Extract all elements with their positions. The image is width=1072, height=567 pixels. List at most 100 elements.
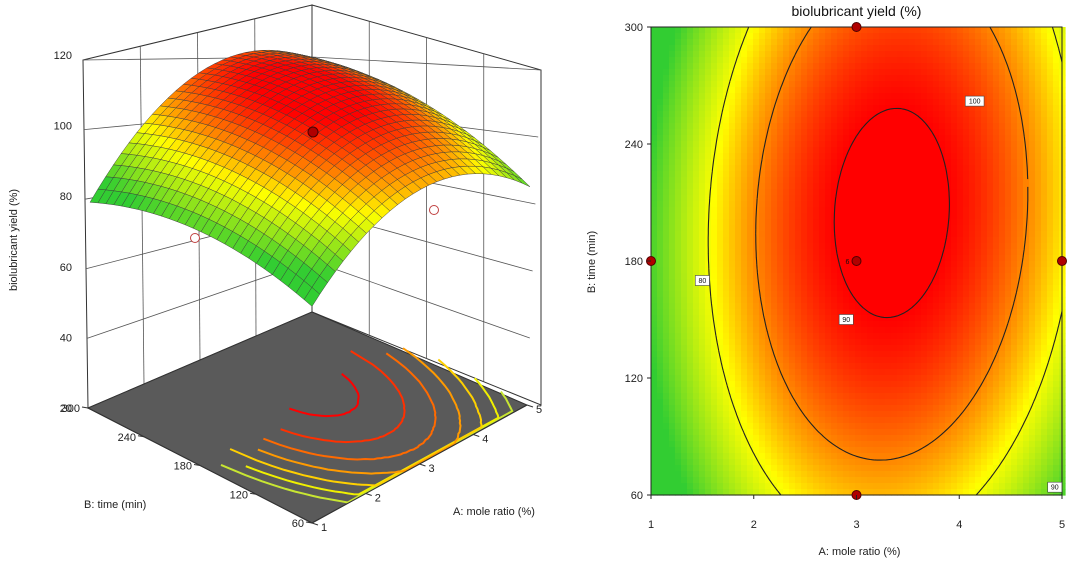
heat-cell [669, 477, 676, 484]
heat-cell [867, 87, 874, 94]
heat-cell [831, 345, 838, 352]
heat-cell [831, 315, 838, 322]
heat-cell [657, 411, 664, 418]
heat-cell [777, 165, 784, 172]
heat-cell [747, 219, 754, 226]
heat-cell [927, 351, 934, 358]
heat-cell [741, 189, 748, 196]
heat-cell [657, 243, 664, 250]
heat-cell [885, 27, 892, 34]
heat-cell [795, 153, 802, 160]
heat-cell [879, 465, 886, 472]
heat-cell [879, 279, 886, 286]
heat-cell [783, 165, 790, 172]
heat-cell [705, 105, 712, 112]
heat-cell [669, 285, 676, 292]
heat-cell [663, 459, 670, 466]
heat-cell [933, 351, 940, 358]
heat-cell [759, 411, 766, 418]
heat-cell [885, 447, 892, 454]
heat-cell [825, 255, 832, 262]
heat-cell [783, 315, 790, 322]
heat-cell [675, 375, 682, 382]
heat-cell [735, 441, 742, 448]
heat-cell [897, 405, 904, 412]
heat-cell [735, 327, 742, 334]
heat-cell [741, 105, 748, 112]
heat-cell [723, 405, 730, 412]
heat-cell [855, 45, 862, 52]
heat-cell [789, 183, 796, 190]
heat-cell [771, 279, 778, 286]
heat-cell [957, 309, 964, 316]
heat-cell [669, 327, 676, 334]
heat-cell [909, 213, 916, 220]
heat-cell [693, 459, 700, 466]
heat-cell [885, 285, 892, 292]
heat-cell [873, 441, 880, 448]
heat-cell [783, 249, 790, 256]
heat-cell [687, 417, 694, 424]
heat-cell [711, 459, 718, 466]
heat-cell [861, 243, 868, 250]
heat-cell [867, 57, 874, 64]
heat-cell [867, 159, 874, 166]
heat-cell [729, 207, 736, 214]
heat-cell [825, 219, 832, 226]
heat-cell [939, 381, 946, 388]
heat-cell [741, 369, 748, 376]
heat-cell [657, 417, 664, 424]
heat-cell [807, 231, 814, 238]
heat-cell [735, 315, 742, 322]
heat-cell [723, 489, 730, 496]
heat-cell [813, 195, 820, 202]
heat-cell [951, 135, 958, 142]
heat-cell [783, 255, 790, 262]
heat-cell [885, 333, 892, 340]
heat-cell [741, 51, 748, 58]
heat-cell [843, 483, 850, 490]
heat-cell [903, 441, 910, 448]
heat-cell [957, 453, 964, 460]
heat-cell [897, 45, 904, 52]
heat-cell [927, 117, 934, 124]
heat-cell [867, 471, 874, 478]
heat-cell [927, 57, 934, 64]
heat-cell [951, 345, 958, 352]
heat-cell [837, 249, 844, 256]
heat-cell [681, 273, 688, 280]
heat-cell [933, 303, 940, 310]
heat-cell [723, 309, 730, 316]
heat-cell [669, 219, 676, 226]
heat-cell [951, 177, 958, 184]
heat-cell [801, 123, 808, 130]
heat-cell [801, 165, 808, 172]
heat-cell [945, 129, 952, 136]
heat-cell [801, 411, 808, 418]
heat-cell [657, 483, 664, 490]
heat-cell [693, 51, 700, 58]
heat-cell [831, 489, 838, 496]
heat-cell [867, 207, 874, 214]
heat-cell [795, 231, 802, 238]
heat-cell [783, 465, 790, 472]
heat-cell [765, 27, 772, 34]
heat-cell [669, 99, 676, 106]
heat-cell [801, 363, 808, 370]
heat-cell [771, 129, 778, 136]
heat-cell [747, 165, 754, 172]
heat-cell [807, 441, 814, 448]
heat-cell [897, 27, 904, 34]
heat-cell [759, 249, 766, 256]
heat-cell [963, 351, 970, 358]
heat-cell [759, 201, 766, 208]
heat-cell [945, 141, 952, 148]
heat-cell [747, 369, 754, 376]
heat-cell [771, 351, 778, 358]
heat-cell [651, 465, 658, 472]
heat-cell [945, 471, 952, 478]
heat-cell [741, 93, 748, 100]
heat-cell [939, 195, 946, 202]
heat-cell [651, 39, 658, 46]
heat-cell [873, 189, 880, 196]
